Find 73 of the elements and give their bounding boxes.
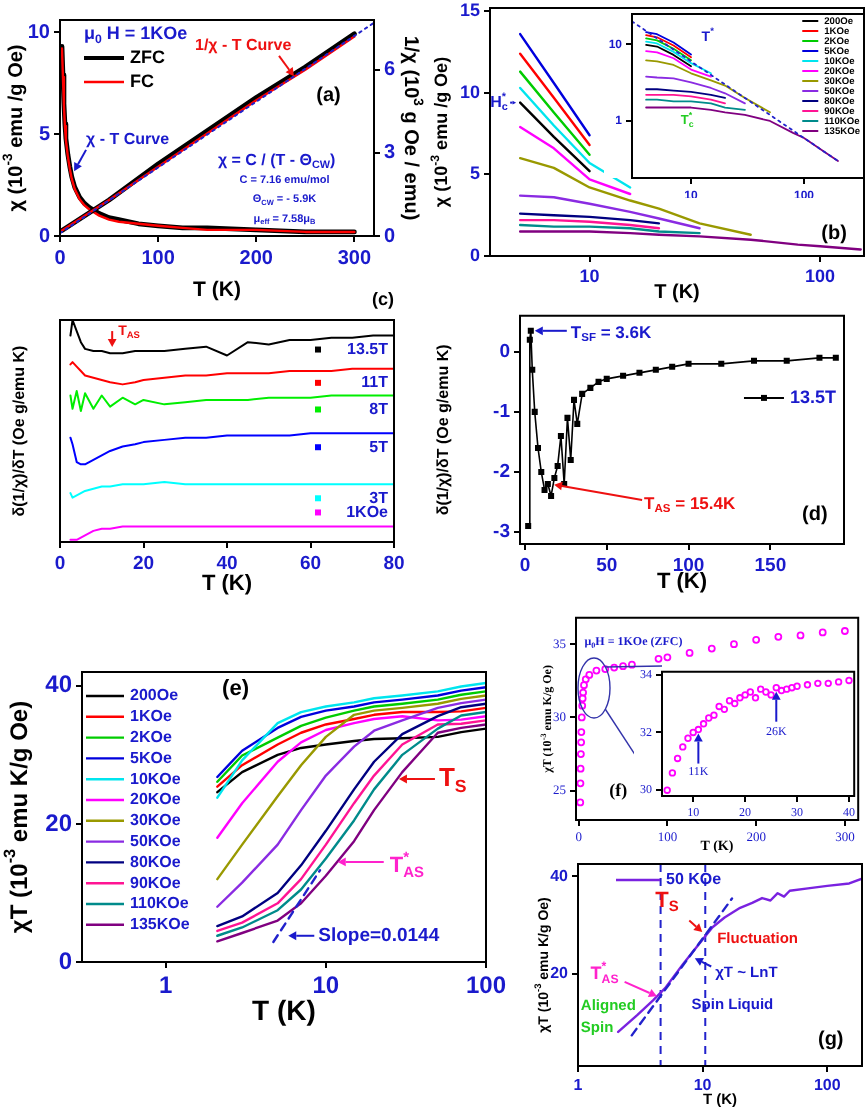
legend-label: 13.5T	[347, 339, 389, 358]
x-tick-label: 1	[159, 971, 174, 1000]
x-tick-label: 100	[813, 1076, 842, 1095]
y2-tick-label: 6	[384, 59, 396, 82]
annotation: χ - T Curve	[86, 130, 171, 149]
x-tick-label: 10	[693, 1076, 713, 1095]
series-label: 5T	[369, 437, 389, 456]
x-tick-label: 200	[239, 247, 274, 270]
y-tick-label: -2	[493, 461, 510, 484]
x-tick-label: 80	[383, 552, 405, 575]
legend-label: 90KOe	[130, 873, 182, 892]
y-tick-label: 0	[58, 946, 73, 975]
legend-label: 30KOe	[130, 811, 182, 830]
y-tick-label: -3	[493, 521, 510, 544]
x-axis-title: T (K)	[201, 572, 253, 597]
legend-label: ZFC	[130, 46, 166, 67]
y2-tick-label: 3	[384, 142, 396, 165]
legend-label: 50 KOe	[666, 870, 723, 889]
x-axis-title: T (K)	[252, 993, 316, 1026]
x-tick-label: 100	[805, 265, 836, 286]
y2-tick-label: 0	[384, 225, 396, 248]
annotation: (a)	[316, 85, 341, 108]
legend-label: 1KOe	[130, 707, 173, 726]
legend-label: 5KOe	[130, 748, 173, 767]
annotation: (e)	[222, 677, 250, 702]
legend-label: 200Oe	[130, 686, 180, 705]
series-label: 8T	[369, 399, 389, 418]
annotation: Slope=0.0144	[318, 925, 441, 948]
y-axis-title: δ(1/χ)/δT (Oe g/emu K)	[10, 344, 29, 517]
annotation: (g)	[817, 1029, 844, 1052]
y-tick-label: 0	[499, 341, 510, 364]
series-label: 3T	[369, 488, 389, 507]
y-tick-label: 15	[459, 0, 480, 21]
x-tick-label: 1	[573, 1076, 584, 1095]
x-axis-title: T (K)	[654, 281, 700, 304]
legend-label: 20KOe	[130, 790, 182, 809]
x-tick-label: 60	[299, 552, 322, 575]
y-tick-label: 0	[38, 225, 51, 248]
x-tick-label: 300	[337, 247, 372, 270]
x-tick-label: 100	[141, 247, 176, 270]
annotation: 1/χ - T Curve	[195, 36, 293, 55]
legend-label: 110KOe	[130, 894, 190, 913]
y-tick-label: 5	[469, 163, 480, 184]
legend-label: 1KOe	[346, 502, 390, 521]
legend-label: 50KOe	[130, 832, 182, 851]
legend-label: 2KOe	[130, 728, 173, 747]
series-label: 11T	[361, 373, 389, 392]
x-axis-title: T (K)	[656, 570, 708, 595]
y-tick-label: 40	[550, 866, 570, 885]
y-tick-label: 40	[45, 670, 73, 699]
x-tick-label: 0	[519, 554, 531, 577]
legend-label: 135KOe	[130, 915, 191, 934]
legend-label: FC	[130, 70, 155, 91]
annotation: (d)	[802, 503, 828, 526]
y-tick-label: -1	[493, 401, 512, 424]
x-tick-label: 100	[465, 971, 507, 1000]
x-axis-title: T (K)	[193, 277, 241, 302]
annotation: (f)	[609, 780, 628, 801]
x-tick-label: 50	[596, 554, 618, 577]
text: (c)	[372, 288, 395, 309]
y-tick-label: 10	[27, 21, 51, 44]
annotation: (b)	[821, 223, 847, 246]
x-tick-label: 150	[754, 554, 787, 577]
x-tick-label: 20	[132, 552, 155, 575]
x-tick-label: 10	[312, 971, 340, 1000]
legend-label: 13.5T	[789, 386, 837, 407]
legend-label: 80KOe	[130, 852, 182, 871]
y-tick-label: 10	[459, 81, 480, 102]
legend-label: 10KOe	[130, 769, 182, 788]
y-axis-title: δ(1/χ)/δT (Oe g/emu K)	[434, 343, 453, 516]
y-axis-title: χT (10-3 emu K/g Oe)	[1, 700, 33, 934]
y-tick-label: 5	[38, 123, 51, 146]
x-tick-label: 40	[216, 552, 238, 575]
